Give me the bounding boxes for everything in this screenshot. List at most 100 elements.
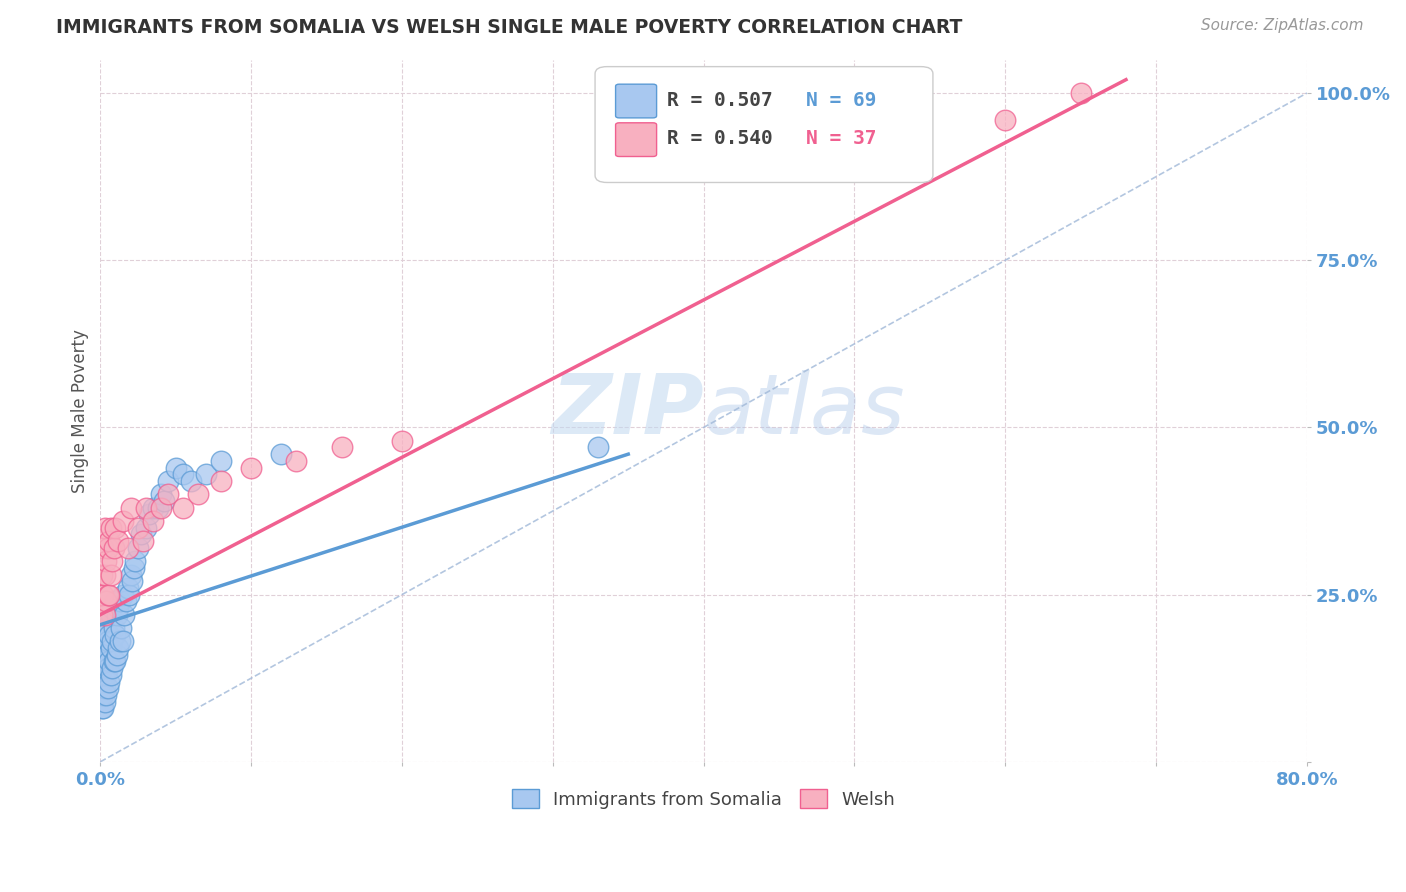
Point	[194, 467, 217, 482]
Point	[94, 681, 117, 696]
Point	[101, 661, 124, 675]
FancyBboxPatch shape	[595, 67, 934, 183]
Point	[172, 500, 194, 515]
Point	[100, 641, 122, 656]
Point	[101, 634, 124, 648]
Point	[96, 688, 118, 702]
Point	[97, 607, 120, 622]
Point	[104, 655, 127, 669]
Point	[135, 500, 157, 515]
Point	[94, 668, 117, 682]
Point	[165, 460, 187, 475]
Point	[111, 514, 134, 528]
Point	[108, 594, 131, 608]
Point	[90, 567, 112, 582]
Point	[121, 574, 143, 589]
Point	[94, 567, 117, 582]
Point	[96, 668, 118, 682]
Point	[107, 534, 129, 549]
Point	[142, 500, 165, 515]
Point	[1070, 86, 1092, 100]
Point	[105, 607, 128, 622]
Point	[138, 508, 160, 522]
Point	[98, 534, 121, 549]
Point	[391, 434, 413, 448]
Point	[118, 588, 141, 602]
Point	[90, 661, 112, 675]
Point	[97, 661, 120, 675]
Point	[209, 474, 232, 488]
Point	[93, 541, 115, 555]
Point	[90, 688, 112, 702]
Point	[97, 681, 120, 696]
Point	[117, 541, 139, 555]
Y-axis label: Single Male Poverty: Single Male Poverty	[72, 329, 89, 492]
Text: R = 0.540: R = 0.540	[668, 129, 773, 148]
Point	[94, 521, 117, 535]
Point	[94, 648, 117, 662]
Point	[209, 454, 232, 468]
Point	[97, 541, 120, 555]
Point	[90, 674, 112, 689]
Point	[90, 607, 112, 622]
Point	[98, 588, 121, 602]
Point	[122, 561, 145, 575]
Point	[96, 621, 118, 635]
FancyBboxPatch shape	[616, 123, 657, 156]
Point	[107, 601, 129, 615]
Point	[105, 648, 128, 662]
Point	[100, 607, 122, 622]
Point	[146, 500, 169, 515]
Point	[101, 554, 124, 568]
Point	[149, 500, 172, 515]
Point	[98, 674, 121, 689]
Point	[98, 655, 121, 669]
Text: IMMIGRANTS FROM SOMALIA VS WELSH SINGLE MALE POVERTY CORRELATION CHART: IMMIGRANTS FROM SOMALIA VS WELSH SINGLE …	[56, 18, 963, 37]
Point	[104, 594, 127, 608]
Point	[131, 534, 153, 549]
Point	[180, 474, 202, 488]
Point	[127, 521, 149, 535]
Point	[101, 601, 124, 615]
Point	[103, 655, 125, 669]
Point	[93, 674, 115, 689]
Point	[127, 541, 149, 555]
Point	[187, 487, 209, 501]
Text: atlas: atlas	[703, 370, 905, 451]
FancyBboxPatch shape	[616, 84, 657, 118]
Point	[157, 487, 180, 501]
Point	[120, 567, 142, 582]
Point	[96, 648, 118, 662]
Point	[97, 588, 120, 602]
Point	[98, 628, 121, 642]
Point	[96, 594, 118, 608]
Point	[96, 554, 118, 568]
Point	[586, 441, 609, 455]
Point	[90, 701, 112, 715]
Point	[117, 581, 139, 595]
Point	[108, 634, 131, 648]
Point	[172, 467, 194, 482]
Point	[994, 112, 1017, 127]
Text: N = 69: N = 69	[806, 91, 877, 110]
Point	[330, 441, 353, 455]
Point	[111, 588, 134, 602]
Point	[100, 668, 122, 682]
Point	[157, 474, 180, 488]
Point	[285, 454, 308, 468]
Point	[94, 621, 117, 635]
Point	[94, 695, 117, 709]
Point	[100, 567, 122, 582]
Point	[240, 460, 263, 475]
Point	[103, 541, 125, 555]
Text: R = 0.507: R = 0.507	[668, 91, 773, 110]
Point	[103, 621, 125, 635]
Point	[149, 487, 172, 501]
Point	[129, 527, 152, 541]
Point	[93, 701, 115, 715]
Point	[93, 688, 115, 702]
Point	[135, 521, 157, 535]
Point	[93, 634, 115, 648]
Text: Source: ZipAtlas.com: Source: ZipAtlas.com	[1201, 18, 1364, 33]
Text: N = 37: N = 37	[806, 129, 877, 148]
